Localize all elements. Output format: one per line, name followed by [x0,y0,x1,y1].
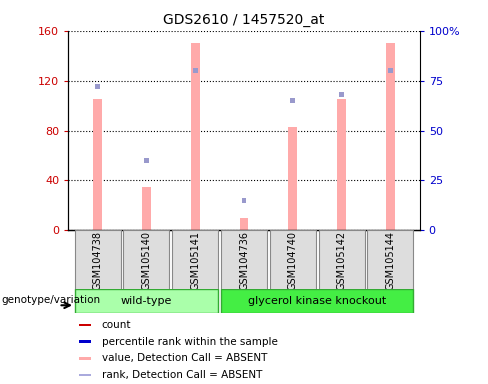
Text: GSM104736: GSM104736 [239,231,249,290]
Bar [270,230,316,290]
Text: GSM105142: GSM105142 [337,231,346,290]
Bar [386,43,395,230]
Bar [79,324,91,326]
Text: glycerol kinase knockout: glycerol kinase knockout [248,296,386,306]
Bar [142,187,151,230]
Bar [93,99,102,230]
Bar [172,230,218,290]
Bar [221,230,267,290]
Bar [339,92,344,97]
Bar [191,43,200,230]
Text: GSM105140: GSM105140 [142,231,151,290]
Text: wild-type: wild-type [121,296,172,306]
Bar [95,84,100,89]
Bar [319,230,365,290]
Bar [79,341,91,343]
Bar [75,230,121,290]
Bar [193,68,198,73]
Text: count: count [102,320,131,330]
Bar [79,357,91,360]
Bar [144,158,149,163]
Text: percentile rank within the sample: percentile rank within the sample [102,337,278,347]
Bar [75,289,218,313]
Bar [79,374,91,376]
Title: GDS2610 / 1457520_at: GDS2610 / 1457520_at [163,13,325,27]
Bar [240,218,248,230]
Text: GSM105144: GSM105144 [386,231,395,290]
Text: genotype/variation: genotype/variation [1,295,101,305]
Bar [337,99,346,230]
Bar [367,230,413,290]
Text: GSM104740: GSM104740 [288,231,298,290]
Bar [290,98,295,103]
Text: rank, Detection Call = ABSENT: rank, Detection Call = ABSENT [102,370,262,380]
Text: GSM105141: GSM105141 [190,231,200,290]
Text: value, Detection Call = ABSENT: value, Detection Call = ABSENT [102,353,267,364]
Bar [388,68,393,73]
Bar [123,230,169,290]
Bar [288,127,297,230]
Bar [221,289,413,313]
Text: GSM104738: GSM104738 [93,231,102,290]
Bar [242,198,246,203]
